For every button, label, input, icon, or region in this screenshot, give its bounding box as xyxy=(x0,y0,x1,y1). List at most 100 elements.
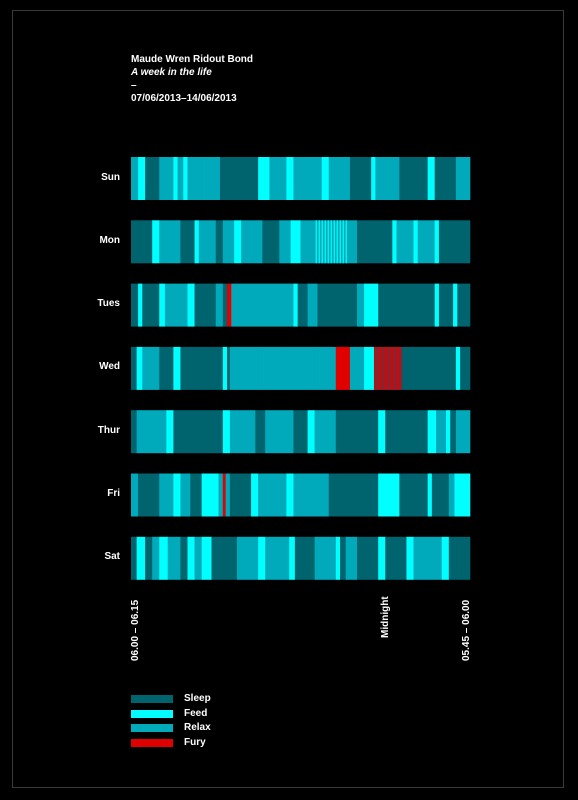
segment-sleep xyxy=(190,473,202,517)
segment-relax xyxy=(279,220,291,264)
segment-feed xyxy=(138,283,143,327)
segment-feed xyxy=(234,220,242,264)
segment-sleep xyxy=(448,536,471,580)
segment-stripe-fury xyxy=(386,346,389,390)
segment-sleep xyxy=(131,346,137,390)
segment-relax xyxy=(375,157,400,200)
axis-end-label: 05.45 – 06.00 xyxy=(461,599,472,661)
segment-relax xyxy=(448,473,455,517)
segment-stripe-feed xyxy=(342,220,344,264)
segment-stripe-fury xyxy=(383,346,386,390)
segment-sleep xyxy=(438,220,471,264)
segment-relax xyxy=(396,220,414,264)
segment-stripe-fury xyxy=(377,346,380,390)
segment-sleep xyxy=(229,473,252,517)
segment-stripe-fury xyxy=(380,346,383,390)
segment-sleep xyxy=(293,410,308,454)
segment-sleep xyxy=(399,473,428,517)
segment-stripe-fury xyxy=(392,346,395,390)
segment-fury xyxy=(222,473,226,517)
segment-stripe-feed xyxy=(324,220,326,264)
segment-feed xyxy=(307,410,315,454)
segment-relax xyxy=(229,346,259,390)
segment-sleep xyxy=(215,536,238,580)
segment-relax xyxy=(258,346,287,390)
segment-sleep xyxy=(215,220,224,264)
segment-sleep xyxy=(211,536,217,580)
segment-feed xyxy=(194,220,200,264)
segment-stripe-feed xyxy=(321,220,323,264)
segment-sleep xyxy=(328,473,379,517)
day-row-thur xyxy=(131,410,471,454)
segment-feed xyxy=(445,410,451,454)
legend-swatch-sleep xyxy=(131,695,173,703)
segment-sleep xyxy=(385,410,428,454)
segment-feed xyxy=(136,346,143,390)
segment-sleep xyxy=(378,283,435,327)
segment-sleep xyxy=(255,410,266,454)
segment-relax xyxy=(265,283,294,327)
segment-feed xyxy=(378,473,400,517)
segment-relax xyxy=(194,536,202,580)
segment-sleep xyxy=(399,157,428,200)
segment-feed xyxy=(427,157,435,200)
segment-sleep xyxy=(450,410,457,454)
segment-relax xyxy=(286,346,315,390)
segment-relax xyxy=(231,283,266,327)
segment-stripe-feed xyxy=(318,220,320,264)
segment-feed xyxy=(293,283,298,327)
segment-feed xyxy=(427,410,437,454)
segment-relax xyxy=(265,410,294,454)
segment-feed xyxy=(453,283,458,327)
segment-feed xyxy=(201,473,219,517)
segment-sleep xyxy=(159,346,174,390)
legend-swatch-relax xyxy=(131,724,173,732)
segment-feed xyxy=(173,157,178,200)
day-row-mon xyxy=(131,220,471,264)
segment-feed xyxy=(364,346,375,390)
date-range: 07/06/2013–14/06/2013 xyxy=(131,93,237,104)
legend-swatch-feed xyxy=(131,709,173,718)
segment-sleep xyxy=(227,346,231,390)
segment-feed xyxy=(159,536,169,580)
segment-feed xyxy=(434,283,440,327)
segment-sleep xyxy=(131,220,153,264)
chart-header: Maude Wren Ridout Bond A week in the lif… xyxy=(131,53,253,105)
segment-sleep xyxy=(145,536,153,580)
poster-frame xyxy=(12,10,564,788)
segment-feed xyxy=(183,157,188,200)
segment-feed xyxy=(201,536,212,580)
segment-feed xyxy=(434,220,440,264)
axis-start-label: 06.00 – 06.15 xyxy=(130,599,141,661)
segment-relax xyxy=(177,157,184,200)
segment-feed xyxy=(166,410,174,454)
segment-sleep xyxy=(142,283,160,327)
day-label-wed: Wed xyxy=(99,361,120,373)
chart-subtitle: A week in the life xyxy=(131,67,212,78)
segment-relax xyxy=(218,473,224,517)
segment-sleep xyxy=(335,410,344,454)
segment-stripe-feed xyxy=(327,220,329,264)
segment-sleep xyxy=(385,536,407,580)
segment-feed xyxy=(378,410,386,454)
segment-relax xyxy=(222,220,235,264)
segment-sleep xyxy=(131,536,137,580)
segment-sleep xyxy=(438,283,454,327)
segment-feed xyxy=(136,536,146,580)
legend-label-relax: Relax xyxy=(184,722,211,733)
segment-sleep xyxy=(402,346,457,390)
axis-midnight-label: Midnight xyxy=(380,596,391,638)
segment-feed xyxy=(406,536,414,580)
segment-stripe-fury xyxy=(374,346,377,390)
person-name: Maude Wren Ridout Bond xyxy=(131,54,254,65)
day-label-fri: Fri xyxy=(107,488,120,499)
segment-relax xyxy=(307,283,318,327)
segment-feed xyxy=(335,536,341,580)
segment-feed xyxy=(222,346,228,390)
segment-feed xyxy=(258,536,266,580)
segment-feed xyxy=(187,536,195,580)
segment-relax xyxy=(455,157,471,200)
segment-relax xyxy=(328,157,351,200)
segment-relax xyxy=(258,473,287,517)
day-row-fri xyxy=(131,473,471,517)
